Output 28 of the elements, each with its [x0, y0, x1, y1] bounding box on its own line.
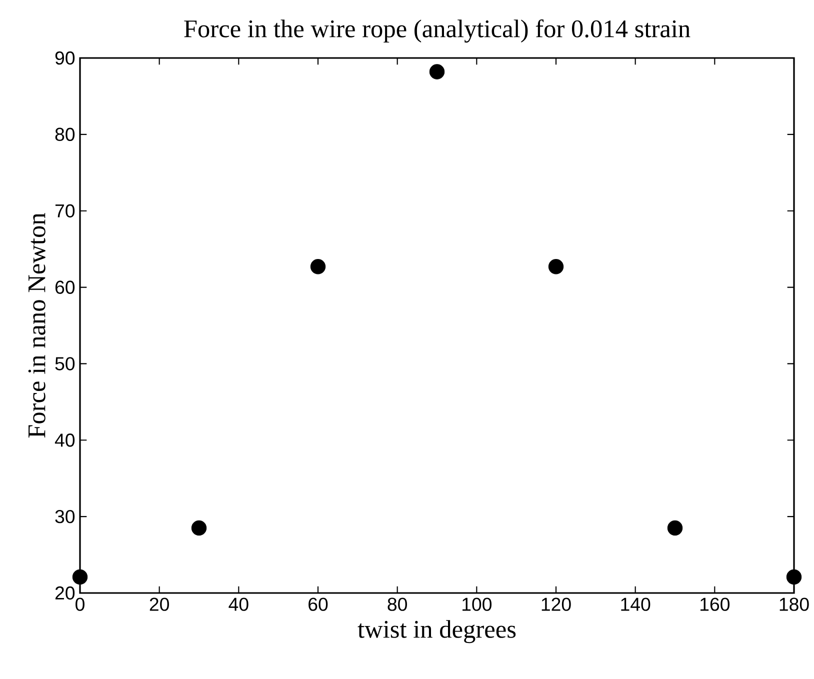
y-tick-label: 50	[55, 357, 75, 370]
y-tick-label: 80	[55, 128, 75, 142]
y-tick-label: 20	[55, 586, 75, 600]
x-axis-title: twist in degrees	[358, 620, 516, 644]
x-tick-label: 80	[388, 598, 407, 611]
point	[786, 569, 802, 585]
point	[548, 259, 564, 274]
x-tick-label: 140	[621, 598, 650, 611]
x-tick-label: 0	[76, 598, 84, 611]
y-tick-label: 60	[55, 280, 75, 294]
point	[191, 520, 207, 536]
x-tick-label: 100	[462, 598, 492, 611]
y-tick-label: 70	[55, 204, 75, 218]
chart-title: Force in the wire rope (analytical) for 0.014 strain	[184, 19, 690, 43]
point	[429, 64, 445, 80]
x-tick-label: 40	[228, 598, 248, 611]
y-tick-label: 40	[54, 434, 75, 447]
x-tick-label: 20	[150, 598, 169, 611]
point	[310, 259, 326, 274]
x-tick-label: 160	[700, 598, 730, 611]
x-tick-label: 120	[542, 598, 571, 611]
y-tick-label: 90	[55, 51, 75, 65]
y-axis-title: Force in nano Newton	[28, 212, 46, 438]
point	[667, 520, 683, 536]
x-tick-label: 180	[780, 598, 809, 611]
y-tick-label: 30	[55, 510, 75, 524]
point	[72, 569, 88, 585]
x-tick-label: 60	[308, 598, 328, 611]
